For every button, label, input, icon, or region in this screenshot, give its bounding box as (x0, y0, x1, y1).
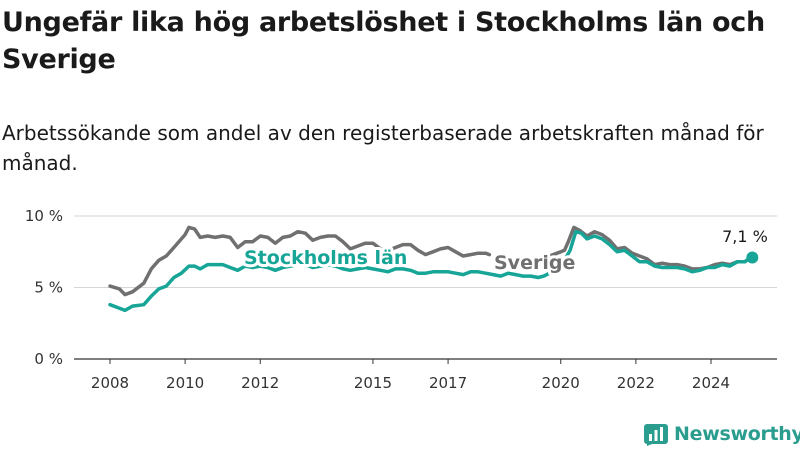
series-label-stockholm: Stockholms län (244, 247, 407, 269)
chart-grid: 0 % 5 % 10 % (25, 207, 777, 368)
y-tick-label: 5 % (34, 279, 63, 297)
line-sverige (108, 225, 492, 297)
x-tick-label: 2022 (617, 374, 655, 392)
page-subtitle: Arbetssökande som andel av den registerb… (2, 121, 764, 175)
x-tick-label: 2010 (166, 374, 204, 392)
end-point-marker (746, 251, 759, 264)
bar-chart-icon (644, 424, 668, 446)
x-tick-label: 2020 (542, 374, 580, 392)
line-stockholms-lan (108, 229, 755, 313)
x-tick-label: 2024 (692, 374, 730, 392)
x-tick-label: 2017 (429, 374, 467, 392)
y-tick-label: 10 % (25, 207, 63, 225)
end-value-label: 7,1 % (722, 227, 768, 246)
series-label-sverige: Sverige (494, 252, 575, 274)
x-tick-label: 2015 (354, 374, 392, 392)
newsworthy-logo: Newsworthy (644, 419, 800, 449)
x-tick-label: 2008 (91, 374, 129, 392)
series-label-stockholm-halo: Stockholms län (244, 247, 407, 269)
chart-x-axis: 2008 2010 2012 2015 2017 2020 2022 2024 (91, 359, 730, 392)
chart-series (108, 225, 759, 313)
x-tick-label: 2012 (241, 374, 279, 392)
page-title: Ungefär lika hög arbetslöshet i Stockhol… (2, 7, 765, 75)
y-tick-label: 0 % (34, 350, 63, 368)
series-label-sverige-halo: Sverige (494, 252, 575, 274)
brand-name: Newsworthy (674, 423, 800, 445)
